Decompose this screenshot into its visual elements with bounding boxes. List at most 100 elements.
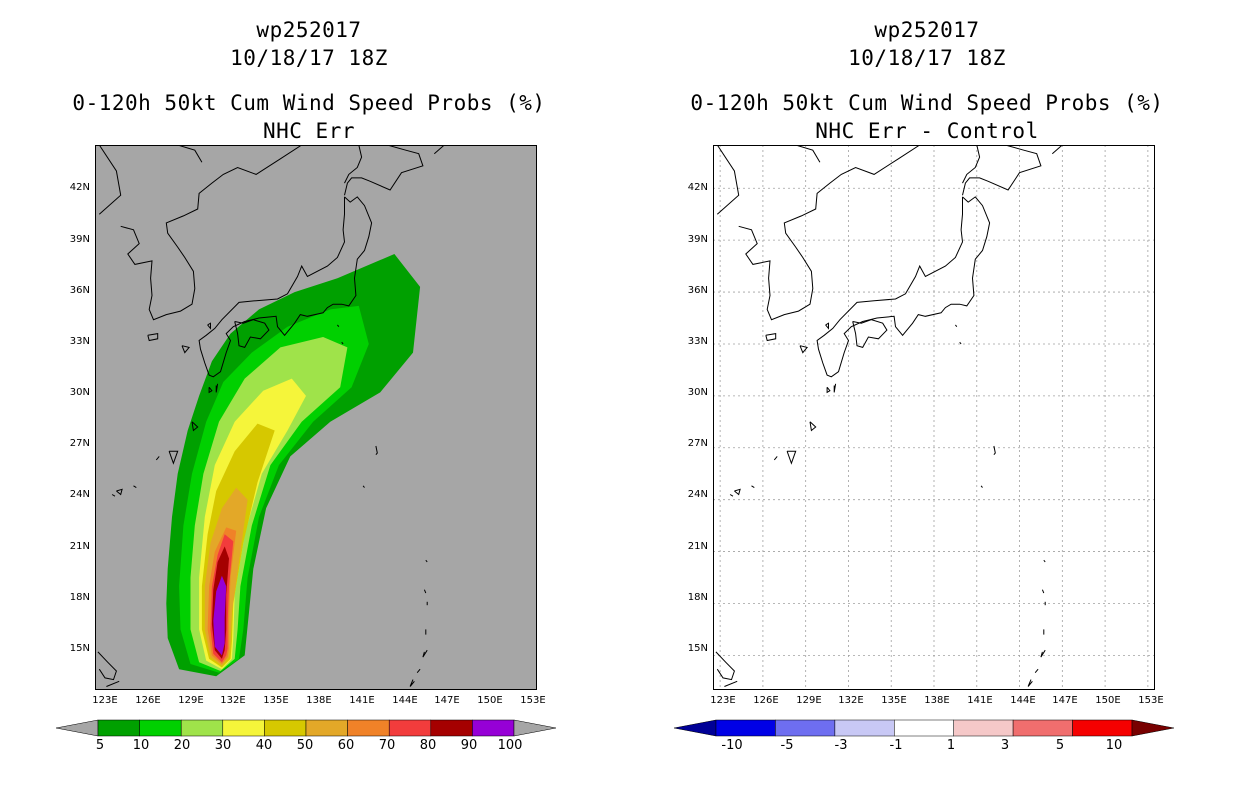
right-colorbar (673, 718, 1175, 738)
left-colorbar-swatch (347, 719, 390, 737)
right-colorbar-swatch (715, 719, 776, 737)
left-colorbar-swatch (264, 719, 307, 737)
island-outline (734, 488, 741, 496)
right-lon-label: 138E (924, 695, 950, 706)
left-lon-label: 147E (434, 695, 460, 706)
right-colorbar-label: 1 (946, 738, 956, 753)
island-outline (207, 322, 211, 330)
island-outline (208, 386, 213, 394)
right-lon-label: 147E (1052, 695, 1078, 706)
left-datetime: 10/18/17 18Z (230, 46, 388, 70)
left-colorbar-swatch (430, 719, 473, 737)
right-storm-id: wp252017 (874, 18, 980, 42)
left-map-svg (95, 145, 537, 690)
island-outline (799, 345, 808, 354)
left-colorbar-label: 80 (419, 738, 437, 753)
island-outline (833, 383, 837, 393)
right-colorbar-swatch (894, 719, 954, 737)
left-colorbar-swatch (388, 719, 432, 737)
left-storm-id: wp252017 (256, 18, 362, 42)
island-outline (181, 345, 190, 354)
left-colorbar-svg (55, 719, 557, 737)
coastline (234, 319, 270, 348)
left-product-title: 0-120h 50kt Cum Wind Speed Probs (%) (72, 91, 546, 115)
left-lat-label: 24N (69, 489, 90, 500)
right-colorbar-swatch (953, 719, 1014, 737)
island-outline (168, 450, 179, 465)
left-colorbar-label: 60 (337, 738, 355, 753)
coastline (962, 145, 981, 184)
left-colorbar-swatch (305, 719, 348, 737)
island-outline (422, 649, 428, 658)
right-colorbar-svg (673, 719, 1175, 737)
left-colorbar-label: 10 (132, 738, 150, 753)
right-lat-label: 36N (687, 285, 708, 296)
coastline (795, 145, 821, 163)
coastline (738, 145, 920, 321)
island-outline (155, 456, 160, 461)
island-outline (1034, 668, 1039, 674)
right-colorbar-label: 3 (1000, 738, 1010, 753)
right-lon-label: 129E (796, 695, 822, 706)
island-outline (751, 485, 755, 489)
right-colorbar-swatch (834, 719, 895, 737)
left-colorbar-label: 50 (296, 738, 314, 753)
coastline (198, 196, 373, 378)
left-map-frame (95, 145, 537, 690)
right-colorbar-label: -1 (889, 738, 903, 753)
right-colorbar-label: 10 (1105, 738, 1123, 753)
right-map (713, 145, 1155, 690)
right-colorbar-label: 5 (1055, 738, 1065, 753)
island-outline (341, 341, 344, 345)
right-subtitle: NHC Err - Control (815, 119, 1039, 143)
left-colorbar-swatch (472, 719, 515, 737)
coastline (344, 145, 424, 196)
island-outline (786, 450, 797, 465)
island-outline (1041, 589, 1045, 594)
island-outline (715, 651, 735, 681)
right-lon-label: 141E (967, 695, 993, 706)
left-lat-label: 39N (69, 234, 90, 245)
island-outline (409, 679, 415, 687)
island-outline (425, 559, 428, 563)
right-map-svg (713, 145, 1155, 690)
left-colorbar (55, 718, 557, 738)
left-coastlines (97, 145, 445, 687)
left-lon-label: 135E (263, 695, 289, 706)
right-lon-label: 144E (1010, 695, 1036, 706)
left-lon-label: 150E (477, 695, 503, 706)
right-colorbar-over-arrow (1131, 719, 1175, 737)
coastline (120, 145, 302, 321)
right-lat-label: 18N (687, 592, 708, 603)
island-outline (362, 485, 365, 488)
left-lat-label: 27N (69, 438, 90, 449)
coastline (433, 145, 445, 155)
coastline (98, 145, 122, 215)
right-colorbar-under-arrow (673, 719, 717, 737)
right-lat-label: 30N (687, 387, 708, 398)
island-outline (116, 488, 123, 496)
right-lat-label: 27N (687, 438, 708, 449)
island-outline (959, 341, 962, 345)
island-outline (724, 680, 738, 687)
island-outline (375, 445, 378, 456)
island-outline (1027, 679, 1033, 687)
left-colorbar-swatch (139, 719, 182, 737)
left-panel: wp252017 10/18/17 18Z 0-120h 50kt Cum Wi… (55, 18, 557, 753)
right-lat-label: 24N (687, 489, 708, 500)
left-lat-label: 30N (69, 387, 90, 398)
island-outline (773, 456, 778, 461)
island-outline (215, 383, 219, 393)
left-lat-label: 21N (69, 541, 90, 552)
right-colorbar-label: -10 (721, 738, 743, 753)
right-lon-label: 153E (1138, 695, 1164, 706)
right-colorbar-swatch (1012, 719, 1073, 737)
coastline (852, 319, 888, 348)
island-outline (416, 668, 421, 674)
left-lon-label: 144E (392, 695, 418, 706)
island-outline (106, 680, 120, 687)
left-colorbar-over-arrow (513, 719, 557, 737)
right-panel: wp252017 10/18/17 18Z 0-120h 50kt Cum Wi… (618, 0, 1236, 800)
island-outline (133, 485, 137, 489)
right-datetime: 10/18/17 18Z (848, 46, 1006, 70)
